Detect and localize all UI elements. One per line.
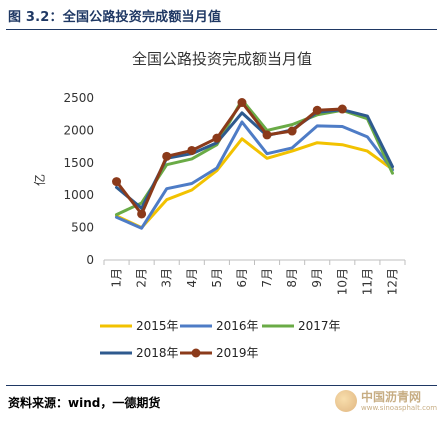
watermark-url: www.sinoasphalt.com bbox=[361, 404, 438, 412]
series-lines bbox=[112, 98, 394, 230]
data-point-2019年 bbox=[187, 145, 197, 155]
watermark-name: 中国沥青网 bbox=[361, 390, 422, 404]
y-tick-label: 2000 bbox=[63, 123, 94, 137]
x-tick-label: 8月 bbox=[285, 268, 299, 288]
series-line-2015年 bbox=[115, 137, 394, 230]
x-tick-label: 11月 bbox=[360, 268, 374, 295]
series-line-2016年 bbox=[115, 120, 394, 230]
data-point-2019年 bbox=[312, 105, 322, 115]
x-tick-label: 5月 bbox=[210, 268, 224, 288]
legend-label: 2016年 bbox=[216, 319, 259, 333]
bottom-rule bbox=[6, 385, 437, 386]
data-point-2019年 bbox=[162, 151, 172, 161]
data-point-2019年 bbox=[262, 130, 272, 140]
y-tick-label: 500 bbox=[71, 221, 94, 235]
x-tick-label: 12月 bbox=[385, 268, 399, 295]
data-point-2019年 bbox=[112, 177, 122, 187]
y-tick-label: 1500 bbox=[63, 156, 94, 170]
source-note: 资料来源：wind，一德期货 bbox=[8, 396, 161, 410]
data-point-2019年 bbox=[212, 133, 222, 143]
legend-label: 2019年 bbox=[216, 346, 259, 360]
series-line-2019年 bbox=[115, 101, 344, 216]
legend-label: 2018年 bbox=[136, 346, 179, 360]
y-tick-label: 0 bbox=[86, 253, 94, 267]
y-axis: 0 500 1000 1500 2000 2500 bbox=[63, 91, 94, 267]
x-tick-label: 3月 bbox=[160, 268, 174, 288]
data-point-2019年 bbox=[137, 209, 147, 219]
figure-title: 图 3.2：全国公路投资完成额当月值 bbox=[8, 10, 222, 25]
series-line-2018年 bbox=[115, 108, 394, 210]
x-tick-label: 10月 bbox=[335, 268, 349, 295]
data-point-2019年 bbox=[237, 98, 247, 108]
legend-label: 2015年 bbox=[136, 319, 179, 333]
watermark: 中国沥青网 www.sinoasphalt.com bbox=[335, 386, 438, 418]
data-point-2019年 bbox=[287, 126, 297, 136]
x-axis: 1月 2月 3月 4月 5月 6月 7月 8月 9月 10月 11月 12月 bbox=[103, 259, 406, 295]
watermark-logo-icon bbox=[335, 390, 357, 412]
legend-marker bbox=[191, 348, 201, 358]
x-tick-label: 4月 bbox=[185, 268, 199, 288]
legend-label: 2017年 bbox=[298, 319, 341, 333]
line-chart: 全国公路投资完成额当月值 0 500 1000 1500 2000 2500 1月 2月 3月… bbox=[32, 50, 406, 360]
top-rule bbox=[6, 29, 437, 30]
x-tick-label: 6月 bbox=[235, 268, 249, 288]
y-tick-label: 1000 bbox=[63, 188, 94, 202]
x-tick-label: 2月 bbox=[135, 268, 149, 288]
y-axis-label: 亿 bbox=[32, 174, 47, 186]
legend: 2015年 2016年 2017年 2018年 2019年 bbox=[100, 319, 341, 360]
x-tick-label: 9月 bbox=[310, 268, 324, 288]
x-tick-label: 1月 bbox=[110, 268, 124, 288]
y-tick-label: 2500 bbox=[63, 91, 94, 105]
data-point-2019年 bbox=[337, 104, 347, 114]
chart-title: 全国公路投资完成额当月值 bbox=[132, 50, 312, 68]
x-tick-label: 7月 bbox=[260, 268, 274, 288]
